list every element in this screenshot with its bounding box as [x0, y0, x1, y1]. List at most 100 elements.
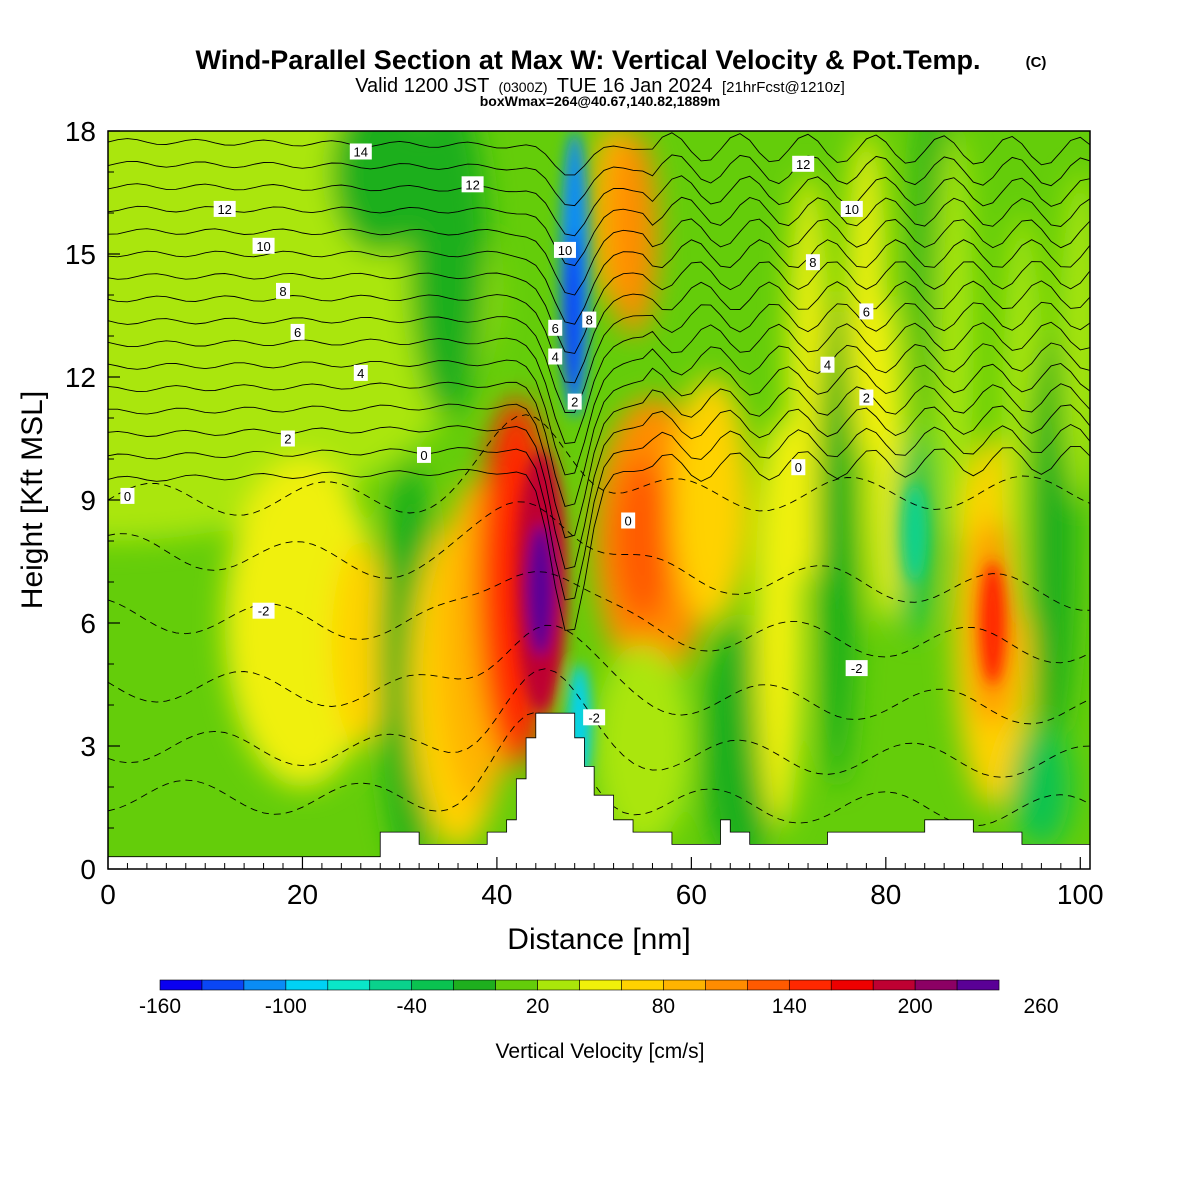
contour-label: 0 — [621, 512, 636, 529]
contour-label-text: 10 — [256, 239, 270, 254]
colorbar-swatch — [663, 979, 706, 991]
contour-label-text: 10 — [845, 202, 859, 217]
contour-label: 2 — [859, 389, 874, 406]
valid-utc: (0300Z) — [499, 79, 548, 95]
colorbar-swatch — [411, 979, 454, 991]
contour-label: 6 — [548, 319, 563, 336]
colorbar-swatch — [579, 979, 622, 991]
colorbar-swatch — [621, 979, 664, 991]
isentrope-line — [108, 196, 1090, 267]
colorbar-swatch — [327, 979, 371, 991]
colorbar-swatch — [159, 979, 203, 991]
isentrope-line — [108, 423, 1090, 601]
contour-label: -2 — [845, 660, 868, 677]
velocity-region — [331, 541, 390, 746]
plot-area: 14 12 12 12 10 10 10 8 8 8 6 6 6 4 4 4 2 2 2 0 0 0 0 -2 -2 -2 — [108, 131, 1090, 869]
velocity-region — [934, 131, 974, 541]
contour-label: 14 — [349, 143, 372, 160]
contour-label-text: 2 — [284, 432, 291, 447]
isentrope-line — [108, 445, 1090, 631]
contour-label: 8 — [582, 311, 597, 328]
contour-label-text: 0 — [625, 514, 632, 529]
colorbar: -160 -100 -40 20 80 140 200 260 — [139, 979, 1059, 1018]
contour-label: 8 — [805, 254, 820, 271]
contour-label: 12 — [792, 155, 815, 172]
contour-label-text: 4 — [552, 350, 559, 365]
contour-label-text: 4 — [357, 366, 364, 381]
contour-label-text: 2 — [571, 395, 578, 410]
velocity-region — [608, 131, 658, 336]
colorbar-tick-label: -100 — [265, 995, 307, 1018]
colorbar-swatch — [201, 979, 245, 991]
colorbar-swatch — [243, 979, 287, 991]
x-tick-label: 20 — [287, 879, 318, 910]
contour-label: 10 — [252, 237, 275, 254]
isentrope-line — [108, 175, 1090, 237]
velocity-region — [527, 524, 555, 656]
colorbar-swatch — [956, 979, 1000, 991]
terrain-mask — [108, 712, 1090, 869]
contour-label-text: 0 — [124, 489, 131, 504]
contour-label: -2 — [252, 602, 275, 619]
colorbar-tick-label: 140 — [772, 995, 807, 1018]
contour-label-text: 6 — [863, 304, 870, 319]
isentrope-dashed-line — [108, 711, 1090, 827]
contour-label: 2 — [280, 430, 295, 447]
isentrope-line — [108, 342, 1090, 476]
colorbar-label: Vertical Velocity [cm/s] — [496, 1040, 705, 1063]
chart-title: Wind-Parallel Section at Max W: Vertical… — [196, 45, 981, 75]
isentrope-line — [108, 280, 1090, 384]
isentrope-line — [108, 404, 1090, 570]
colorbar-swatch — [872, 979, 916, 991]
isentrope-dashed-line — [108, 414, 1090, 516]
contour-label: 6 — [859, 303, 874, 320]
colorbar-swatch — [705, 979, 748, 991]
isentrope-line — [108, 261, 1090, 354]
contour-label: 4 — [353, 364, 368, 381]
contour-label-text: 8 — [279, 284, 286, 299]
x-tick-label: 40 — [481, 879, 512, 910]
colorbar-swatch — [369, 979, 413, 991]
contour-label-text: 0 — [795, 460, 802, 475]
isentrope-line — [108, 363, 1090, 507]
contour-label-text: 10 — [558, 243, 572, 258]
velocity-region — [903, 483, 927, 582]
potential-temperature-contours — [108, 132, 1090, 827]
contour-label: 12 — [461, 176, 484, 193]
valid-prefix: Valid 1200 JST — [355, 75, 489, 97]
contour-label-text: 14 — [354, 145, 368, 160]
velocity-region — [409, 131, 488, 418]
velocity-region — [594, 643, 692, 849]
contour-label-text: 12 — [217, 202, 231, 217]
forecast-info: [21hrFcst@1210z] — [722, 79, 845, 96]
contour-label-text: -2 — [851, 661, 863, 676]
colorbar-tick-label: -160 — [139, 995, 181, 1018]
colorbar-swatch — [747, 979, 790, 991]
y-tick-label: 12 — [65, 362, 96, 393]
copyright-mark: (C) — [1026, 54, 1047, 71]
velocity-region — [980, 561, 1006, 685]
isentrope-line — [108, 301, 1090, 413]
contour-label: 6 — [290, 323, 305, 340]
contour-label: 0 — [120, 487, 135, 504]
x-tick-label: 100 — [1057, 879, 1104, 910]
contour-label: 4 — [820, 356, 835, 373]
y-tick-label: 9 — [80, 485, 96, 516]
colorbar-tick-label: -40 — [397, 995, 427, 1018]
velocity-region — [331, 131, 429, 254]
contour-label-text: 2 — [863, 391, 870, 406]
x-tick-label: 60 — [676, 879, 707, 910]
contour-label: 4 — [548, 348, 563, 365]
colorbar-tick-label: 260 — [1023, 995, 1058, 1018]
x-tick-label: 80 — [870, 879, 901, 910]
isentrope-dashed-line — [108, 668, 1090, 778]
contour-label-text: 0 — [420, 448, 427, 463]
contour-label-text: -2 — [588, 710, 600, 725]
y-tick-label: 18 — [65, 116, 96, 147]
isentrope-line — [108, 321, 1090, 444]
isentrope-dashed-line — [108, 501, 1090, 611]
velocity-region — [671, 377, 750, 623]
colorbar-swatch — [537, 979, 580, 991]
contour-label: 10 — [840, 200, 863, 217]
